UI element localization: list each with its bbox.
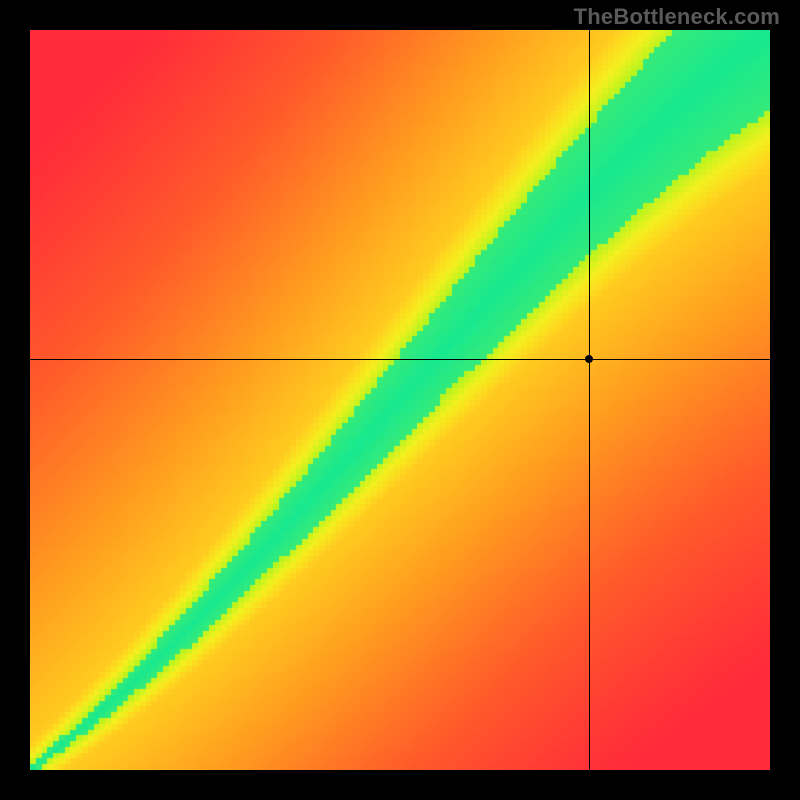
selection-marker [585,355,593,363]
watermark-text: TheBottleneck.com [574,4,780,30]
crosshair-horizontal [30,359,770,360]
bottleneck-heatmap [30,30,770,770]
chart-container: TheBottleneck.com [0,0,800,800]
crosshair-vertical [589,30,590,770]
